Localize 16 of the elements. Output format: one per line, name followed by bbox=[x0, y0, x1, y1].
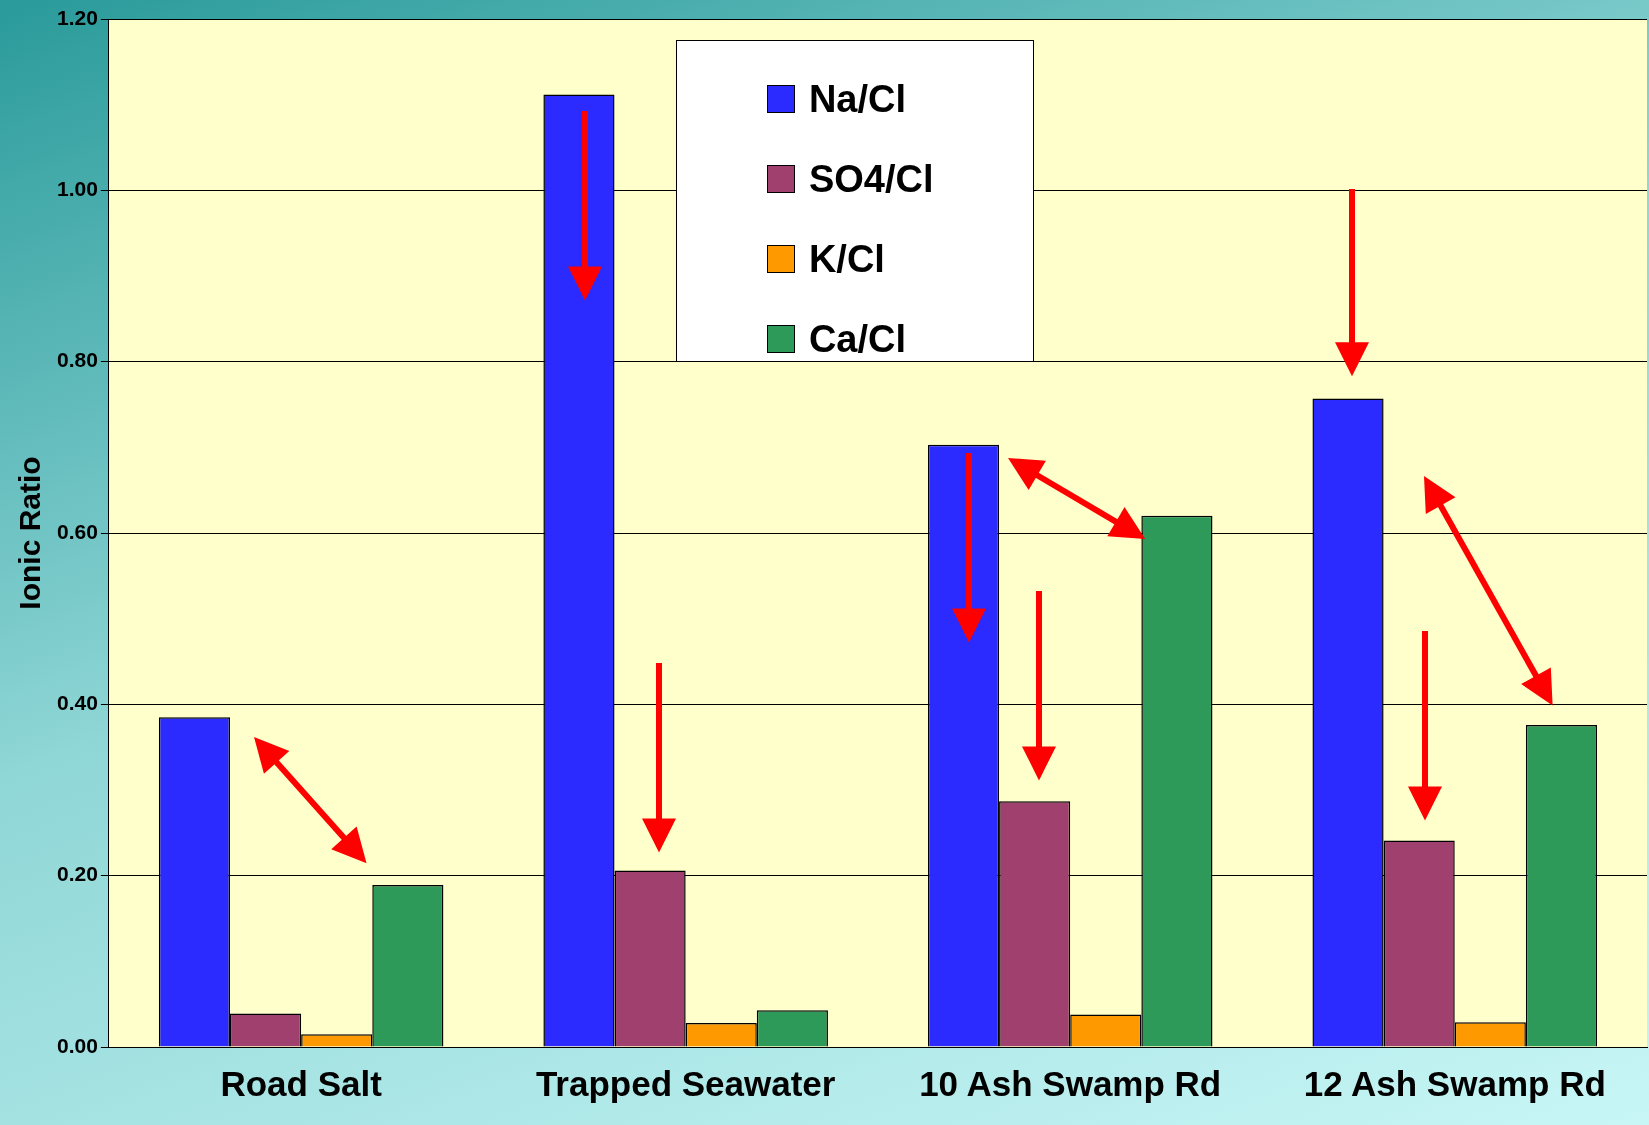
x-tick-label: Road Salt bbox=[220, 1063, 383, 1103]
y-tick-label: 0.80 bbox=[57, 348, 98, 372]
legend-label: SO4/Cl bbox=[808, 157, 934, 201]
y-tick-label: 1.20 bbox=[57, 5, 98, 29]
y-tick-label: 0.40 bbox=[57, 691, 98, 715]
y-tick-label: 0.60 bbox=[57, 519, 98, 543]
legend-label: Ca/Cl bbox=[808, 317, 907, 361]
x-tick-label: 10 Ash Swamp Rd bbox=[919, 1063, 1222, 1103]
y-tick-label: 0.20 bbox=[57, 862, 98, 886]
legend-label: Na/Cl bbox=[808, 77, 907, 121]
y-tick-label: 1.00 bbox=[57, 177, 98, 201]
x-tick-label: 12 Ash Swamp Rd bbox=[1303, 1063, 1606, 1103]
y-tick-label: 0.00 bbox=[57, 1033, 98, 1057]
x-tick-label: Trapped Seawater bbox=[535, 1063, 836, 1103]
legend-label: K/Cl bbox=[808, 237, 885, 281]
y-axis-title: Ionic Ratio bbox=[13, 456, 47, 610]
